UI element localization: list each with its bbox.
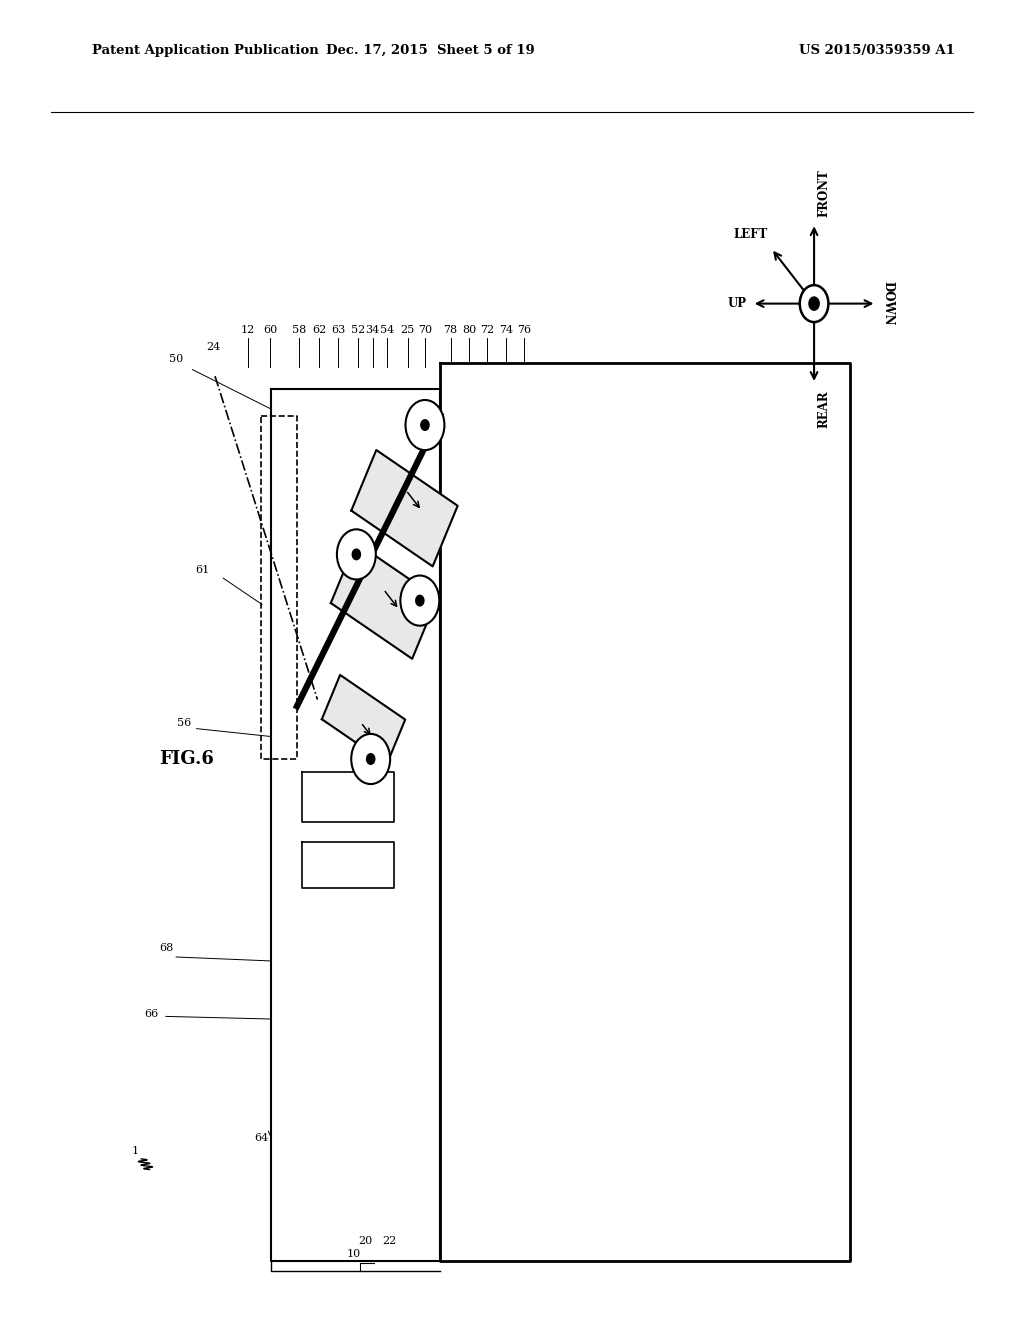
Text: 63: 63 <box>331 325 345 335</box>
Text: 34: 34 <box>366 325 380 335</box>
Polygon shape <box>302 772 394 822</box>
Text: 52: 52 <box>351 325 366 335</box>
Circle shape <box>406 400 444 450</box>
Circle shape <box>800 285 828 322</box>
Polygon shape <box>302 842 394 888</box>
Text: 64: 64 <box>254 1133 268 1143</box>
Text: REAR: REAR <box>817 391 830 428</box>
Circle shape <box>337 529 376 579</box>
Text: 58: 58 <box>292 325 306 335</box>
Text: 54: 54 <box>380 325 394 335</box>
Text: 10: 10 <box>346 1249 360 1259</box>
Polygon shape <box>331 543 437 659</box>
Text: 50: 50 <box>169 354 183 364</box>
Text: 80: 80 <box>462 325 476 335</box>
Circle shape <box>400 576 439 626</box>
Text: 56: 56 <box>177 718 191 729</box>
Text: UP: UP <box>728 297 746 310</box>
Circle shape <box>421 420 429 430</box>
Circle shape <box>416 595 424 606</box>
Text: 12: 12 <box>241 325 255 335</box>
Text: 66: 66 <box>144 1008 159 1019</box>
Text: LEFT: LEFT <box>733 228 767 242</box>
Text: 25: 25 <box>400 325 415 335</box>
Text: 61: 61 <box>196 565 210 576</box>
Text: 70: 70 <box>418 325 432 335</box>
Polygon shape <box>271 389 440 1261</box>
Polygon shape <box>440 363 850 1261</box>
Text: Dec. 17, 2015  Sheet 5 of 19: Dec. 17, 2015 Sheet 5 of 19 <box>326 44 535 57</box>
Circle shape <box>351 734 390 784</box>
Text: 22: 22 <box>382 1236 396 1246</box>
Text: 68: 68 <box>159 942 173 953</box>
Text: 1: 1 <box>132 1146 138 1156</box>
Text: FIG.6: FIG.6 <box>159 750 214 768</box>
Text: 24: 24 <box>206 342 220 352</box>
Circle shape <box>809 297 819 310</box>
Circle shape <box>367 754 375 764</box>
Polygon shape <box>351 450 458 566</box>
Text: FRONT: FRONT <box>817 169 830 216</box>
Text: 62: 62 <box>312 325 327 335</box>
Circle shape <box>352 549 360 560</box>
Text: 76: 76 <box>517 325 531 335</box>
Text: Patent Application Publication: Patent Application Publication <box>92 44 318 57</box>
Text: 20: 20 <box>358 1236 373 1246</box>
Text: 60: 60 <box>263 325 278 335</box>
Text: 78: 78 <box>443 325 458 335</box>
Text: 72: 72 <box>480 325 495 335</box>
Text: DOWN: DOWN <box>882 281 894 326</box>
Text: US 2015/0359359 A1: US 2015/0359359 A1 <box>799 44 954 57</box>
Text: 74: 74 <box>499 325 513 335</box>
Polygon shape <box>322 675 406 764</box>
